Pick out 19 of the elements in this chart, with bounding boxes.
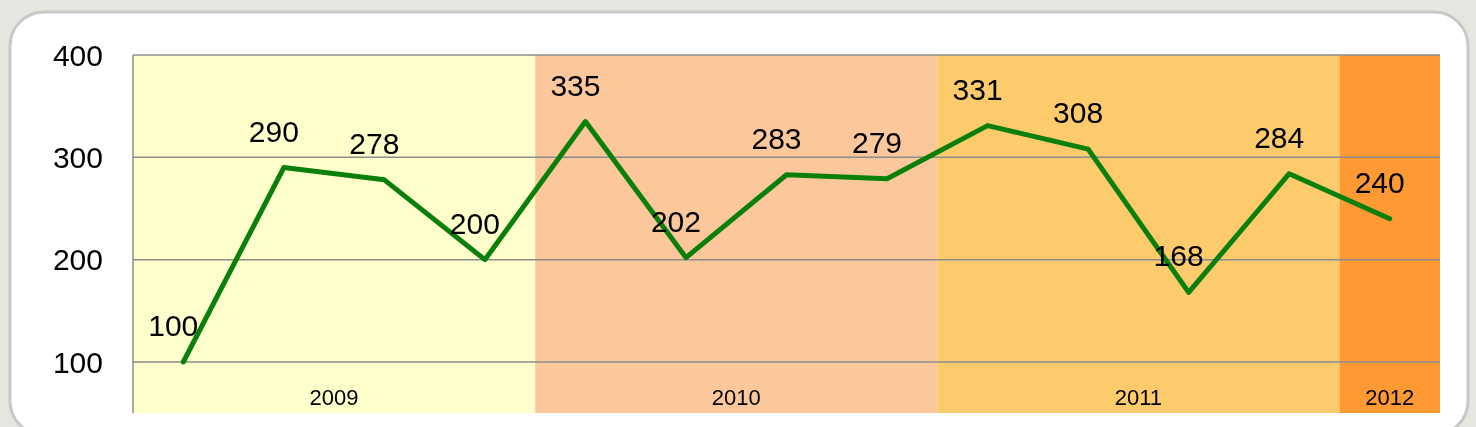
data-label: 283 — [751, 121, 802, 155]
y-tick-label: 100 — [52, 345, 103, 379]
data-label: 335 — [550, 68, 601, 102]
data-label: 290 — [248, 114, 299, 148]
data-label: 100 — [148, 309, 199, 342]
data-label: 308 — [1053, 96, 1104, 130]
x-tick-label: 2010 — [711, 385, 761, 410]
y-tick-label: 400 — [52, 38, 103, 72]
x-tick-label: 2009 — [309, 385, 359, 410]
data-label: 284 — [1254, 120, 1305, 154]
x-tick-label: 2012 — [1365, 385, 1415, 410]
data-label: 278 — [349, 126, 400, 160]
x-tick-label: 2011 — [1114, 385, 1163, 410]
data-label: 331 — [952, 72, 1003, 106]
data-label: 279 — [852, 125, 903, 159]
data-label: 240 — [1354, 165, 1405, 199]
y-tick-label: 200 — [52, 243, 103, 277]
data-label: 200 — [449, 206, 500, 240]
y-tick-label: 300 — [52, 140, 103, 174]
